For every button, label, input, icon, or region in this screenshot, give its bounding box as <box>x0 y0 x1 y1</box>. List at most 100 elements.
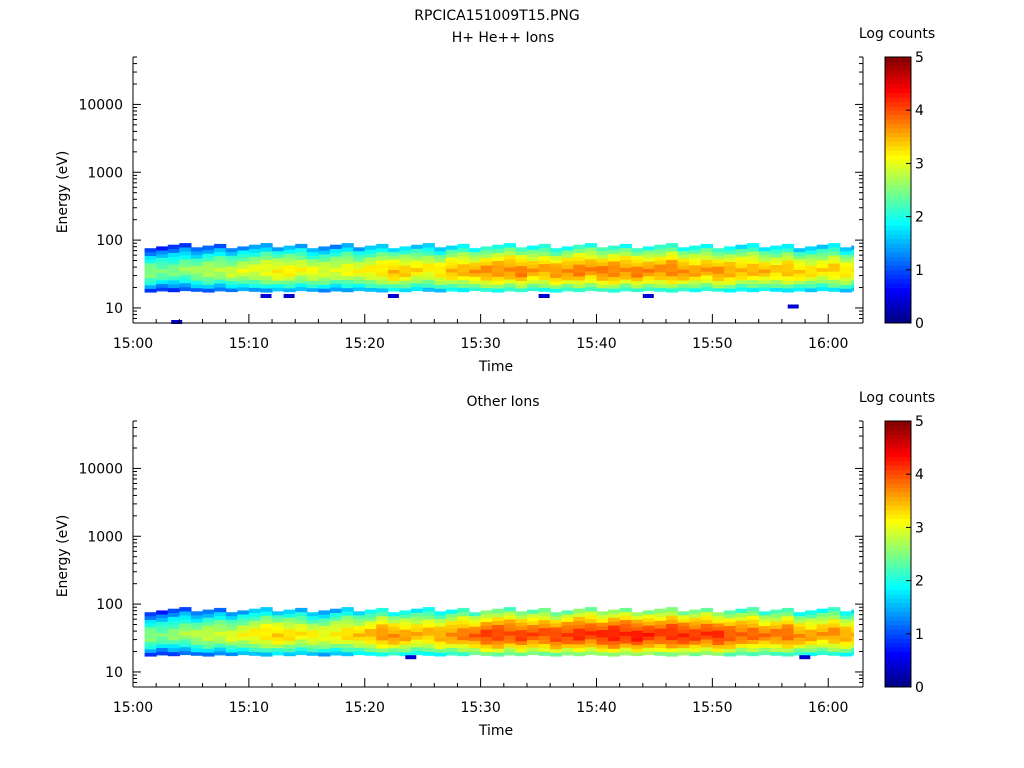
heat-cell <box>851 279 854 284</box>
heat-cell <box>689 272 702 277</box>
heat-cell <box>260 639 273 645</box>
heat-cell <box>411 244 424 249</box>
heat-cell <box>330 651 343 656</box>
colorbar-frame <box>884 420 912 688</box>
heat-cell <box>353 614 366 619</box>
heat-cell <box>561 629 574 634</box>
heat-cell <box>642 272 655 277</box>
heat-cell <box>654 647 667 652</box>
heat-cell <box>214 619 227 624</box>
heat-cell <box>272 261 285 266</box>
colorbar-segment <box>885 167 911 173</box>
heat-cell <box>225 255 238 260</box>
heat-cell <box>492 280 505 285</box>
heat-cell <box>295 259 308 264</box>
heat-cell <box>295 251 308 256</box>
heat-cell <box>387 280 401 285</box>
heat-cell <box>666 619 679 624</box>
heat-cell <box>434 284 447 289</box>
heat-cell <box>561 651 574 656</box>
heat-cell <box>781 620 795 625</box>
heat-cell <box>816 612 829 617</box>
colorbar-segment <box>885 136 911 142</box>
heat-cell <box>793 619 806 624</box>
heat-cell <box>457 639 470 645</box>
colorbar-tick-label: 4 <box>915 103 924 119</box>
colorbar-segment <box>885 194 911 200</box>
heat-cell <box>631 652 644 657</box>
heat-cell <box>353 283 366 288</box>
heat-cell <box>364 245 377 250</box>
heat-cell <box>735 244 748 249</box>
heat-cell <box>816 248 829 253</box>
heat-cell <box>469 258 482 263</box>
heat-cell <box>538 635 551 640</box>
heat-cell <box>816 650 829 656</box>
heat-cell <box>619 631 632 636</box>
heat-cell <box>654 252 667 257</box>
heat-cell <box>654 279 667 284</box>
heat-cell <box>550 615 563 620</box>
heat-cell <box>480 280 493 285</box>
heat-cell <box>214 275 227 280</box>
heat-cell <box>828 607 841 612</box>
heat-cell <box>503 631 516 636</box>
colorbar-segment <box>885 673 911 679</box>
heat-cell <box>387 612 401 617</box>
heat-cell <box>816 256 829 261</box>
colorbar-segment <box>885 274 911 280</box>
heat-cell <box>619 635 632 640</box>
heat-cell <box>434 648 447 653</box>
heat-cell <box>689 257 702 262</box>
heat-cell <box>272 254 285 259</box>
heat-cell <box>306 623 319 627</box>
colorbar-segment <box>885 567 911 573</box>
heat-cell <box>399 640 412 645</box>
heat-cell <box>237 625 250 630</box>
heat-cell <box>608 648 621 653</box>
heat-cell <box>770 287 783 292</box>
heat-cell <box>805 269 818 274</box>
heat-cell <box>851 624 854 629</box>
heat-cell <box>677 625 690 630</box>
heat-cell <box>330 635 343 640</box>
y-tick-label: 10 <box>105 301 123 317</box>
heat-cell <box>758 629 771 634</box>
heat-cell <box>631 630 644 635</box>
heat-cell <box>828 635 841 640</box>
heat-cell <box>793 640 806 645</box>
heat-cell <box>434 251 447 256</box>
heat-cell <box>411 279 424 284</box>
colorbar-segment <box>885 61 911 67</box>
heat-cell <box>364 621 377 626</box>
heat-cell <box>666 615 679 620</box>
heat-cell <box>793 273 806 278</box>
heat-cell <box>306 273 319 278</box>
heat-cell <box>503 635 516 640</box>
heat-cell <box>677 276 690 281</box>
heat-cell <box>144 652 157 657</box>
heat-cell <box>341 267 354 272</box>
heat-cell <box>411 627 424 633</box>
heat-cell <box>712 248 725 253</box>
heat-cell <box>330 639 343 644</box>
heat-cell <box>677 647 690 652</box>
heat-cell <box>538 251 551 257</box>
heat-cell <box>457 283 470 289</box>
heat-cell <box>492 276 505 281</box>
heat-cell <box>445 287 459 292</box>
x-tick-label: 15:10 <box>229 700 269 716</box>
heat-cell <box>445 643 459 648</box>
heat-cell <box>434 641 447 646</box>
y-tick-label: 10 <box>105 665 123 681</box>
heat-cell <box>724 637 737 642</box>
heat-cell <box>527 643 540 648</box>
heat-cell <box>527 268 540 273</box>
heat-cell <box>179 251 192 256</box>
heat-cell <box>341 263 354 268</box>
heat-cell <box>747 627 760 632</box>
heat-cell <box>527 650 540 656</box>
heat-cell <box>561 614 574 619</box>
heat-cell <box>260 255 273 260</box>
heat-cell <box>515 284 528 289</box>
